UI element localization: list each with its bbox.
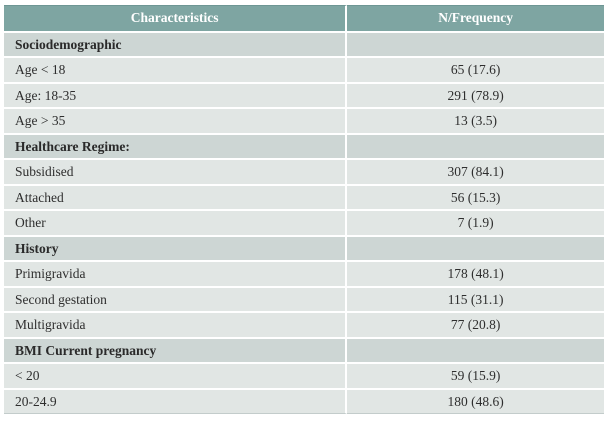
row-value: 291 (78.9) [347, 83, 604, 109]
table-row-attached: Attached 56 (15.3) [4, 185, 604, 211]
row-label: Healthcare Regime: [4, 134, 348, 160]
row-value: 65 (17.6) [347, 58, 604, 84]
row-label: 20-24.9 [4, 389, 348, 414]
table-row-age-18-35: Age: 18-35 291 (78.9) [4, 83, 604, 109]
row-label: Primigravida [4, 262, 348, 288]
row-value [347, 134, 604, 160]
row-label: Multigravida [4, 313, 348, 339]
table-row-section-history: History [4, 236, 604, 262]
row-value: 59 (15.9) [347, 364, 604, 390]
table-row-second-gestation: Second gestation 115 (31.1) [4, 287, 604, 313]
table-row-bmi-under-20: < 20 59 (15.9) [4, 364, 604, 390]
row-label: Attached [4, 185, 348, 211]
frequency-table-container: Characteristics N/Frequency Sociodemogra… [4, 5, 604, 414]
row-value: 307 (84.1) [347, 160, 604, 186]
characteristics-frequency-table: Characteristics N/Frequency Sociodemogra… [4, 5, 604, 414]
row-label: History [4, 236, 348, 262]
row-label: Subsidised [4, 160, 348, 186]
row-value: 77 (20.8) [347, 313, 604, 339]
table-row-section-bmi-current-pregnancy: BMI Current pregnancy [4, 338, 604, 364]
row-value: 180 (48.6) [347, 389, 604, 414]
column-header-n-frequency: N/Frequency [347, 5, 604, 33]
row-value: 56 (15.3) [347, 185, 604, 211]
table-row-multigravida: Multigravida 77 (20.8) [4, 313, 604, 339]
header-row: Characteristics N/Frequency [4, 5, 604, 33]
table-row-age-over-35: Age > 35 13 (3.5) [4, 109, 604, 135]
table-row-section-healthcare-regime: Healthcare Regime: [4, 134, 604, 160]
table-row-bmi-20-24-9: 20-24.9 180 (48.6) [4, 389, 604, 414]
row-label: < 20 [4, 364, 348, 390]
row-value [347, 236, 604, 262]
table-row-other: Other 7 (1.9) [4, 211, 604, 237]
table-row-subsidised: Subsidised 307 (84.1) [4, 160, 604, 186]
table-row-age-under-18: Age < 18 65 (17.6) [4, 58, 604, 84]
table-row-section-sociodemographic: Sociodemographic [4, 32, 604, 58]
row-label: Other [4, 211, 348, 237]
column-header-characteristics: Characteristics [4, 5, 348, 33]
row-label: BMI Current pregnancy [4, 338, 348, 364]
row-value: 13 (3.5) [347, 109, 604, 135]
table-row-primigravida: Primigravida 178 (48.1) [4, 262, 604, 288]
row-label: Age < 18 [4, 58, 348, 84]
row-value [347, 32, 604, 58]
row-label: Age > 35 [4, 109, 348, 135]
row-label: Age: 18-35 [4, 83, 348, 109]
row-value: 115 (31.1) [347, 287, 604, 313]
row-label: Second gestation [4, 287, 348, 313]
row-value [347, 338, 604, 364]
row-value: 178 (48.1) [347, 262, 604, 288]
row-value: 7 (1.9) [347, 211, 604, 237]
row-label: Sociodemographic [4, 32, 348, 58]
